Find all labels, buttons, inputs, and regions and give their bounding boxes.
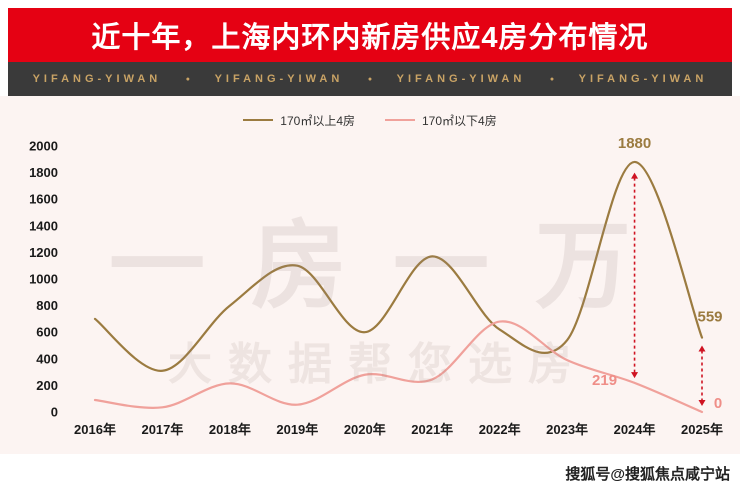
x-tick-label: 2023年	[546, 422, 588, 437]
annotation-value-label: 0	[714, 395, 722, 412]
x-tick-label: 2016年	[74, 422, 116, 437]
legend-swatch-below-170	[385, 119, 415, 121]
ribbon-brand-text: YIFANG-YIWAN	[214, 73, 344, 85]
arrow-head-down	[631, 372, 639, 379]
annotation-value-label: 1880	[618, 135, 651, 152]
x-tick-label: 2020年	[344, 422, 386, 437]
y-tick-label: 2000	[29, 139, 58, 154]
brand-ribbon: YIFANG-YIWAN ● YIFANG-YIWAN ● YIFANG-YIWAN ● Y…	[8, 62, 732, 96]
ribbon-brand-text: YIFANG-YIWAN	[396, 73, 526, 85]
ribbon-brand-text: YIFANG-YIWAN	[32, 73, 162, 85]
line-chart: 0 200 400 600 800 1000 1200 1400 1600 1800 2000 201…	[29, 135, 723, 437]
legend-swatch-above-170	[243, 119, 274, 121]
y-tick-label: 1200	[29, 245, 58, 260]
legend-item-below-170: 170㎡以下4房	[385, 112, 497, 129]
x-tick-label: 2018年	[209, 422, 251, 437]
series-line-1	[93, 320, 704, 414]
arrow-head-up	[631, 172, 639, 179]
page-title: 近十年，上海内环内新房供应4房分布情况	[91, 22, 649, 54]
y-tick-label: 1000	[29, 272, 58, 287]
x-tick-label: 2022年	[479, 422, 521, 437]
legend-item-above-170: 170㎡以上4房	[243, 112, 355, 129]
ribbon-separator-dot: ●	[549, 75, 555, 83]
chart-legend: 170㎡以上4房 170㎡以下4房	[0, 96, 740, 130]
series-line-0	[93, 160, 704, 372]
y-tick-label: 800	[36, 298, 58, 313]
y-tick-label: 200	[36, 378, 58, 393]
x-tick-label: 2019年	[276, 422, 318, 437]
legend-label-below-170: 170㎡以下4房	[422, 113, 497, 128]
title-banner: 近十年，上海内环内新房供应4房分布情况	[8, 8, 732, 62]
source-credit: 搜狐号@搜狐焦点咸宁站	[565, 466, 730, 483]
arrow-head-up	[698, 345, 706, 352]
annotation-value-label: 219	[592, 372, 617, 389]
legend-label-above-170: 170㎡以上4房	[280, 113, 355, 128]
x-tick-label: 2021年	[411, 422, 453, 437]
annotation-value-label: 559	[697, 309, 722, 326]
x-tick-label: 2024年	[614, 422, 656, 437]
arrow-head-down	[698, 400, 706, 407]
chart-area: 一房一万 大数据帮您选房 170㎡以上4房 170㎡以下4房 0 200 400 60…	[0, 96, 740, 454]
ribbon-separator-dot: ●	[185, 75, 191, 83]
y-tick-label: 600	[36, 325, 58, 340]
y-tick-label: 0	[51, 405, 58, 420]
y-tick-label: 1400	[29, 218, 58, 233]
y-tick-label: 1800	[29, 165, 58, 180]
y-tick-label: 1600	[29, 192, 58, 207]
ribbon-brand-text: YIFANG-YIWAN	[578, 73, 708, 85]
x-tick-label: 2017年	[141, 422, 183, 437]
y-tick-label: 400	[36, 351, 58, 366]
x-tick-label: 2025年	[681, 422, 723, 437]
ribbon-separator-dot: ●	[367, 75, 373, 83]
